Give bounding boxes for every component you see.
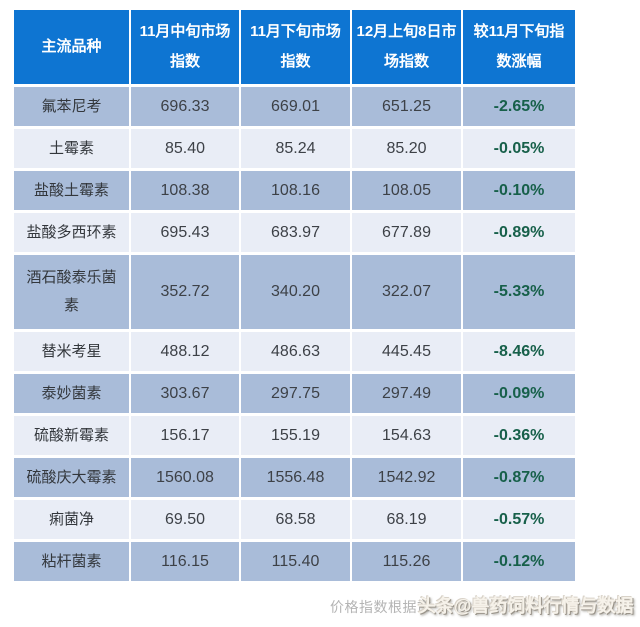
table-row: 硫酸新霉素 156.17 155.19 154.63 -0.36% xyxy=(14,416,575,455)
index-value-cell: 69.50 xyxy=(131,500,239,539)
table-row: 替米考星 488.12 486.63 445.45 -8.46% xyxy=(14,332,575,371)
table-row: 痢菌净 69.50 68.58 68.19 -0.57% xyxy=(14,500,575,539)
change-percent-cell: -0.10% xyxy=(463,171,575,210)
table-row: 硫酸庆大霉素 1560.08 1556.48 1542.92 -0.87% xyxy=(14,458,575,497)
table-header-row: 主流品种 11月中旬市场 指数 11月下旬市场 指数 12月上旬8日市 场指数 … xyxy=(14,10,575,84)
change-percent-cell: -0.87% xyxy=(463,458,575,497)
index-value-cell: 303.67 xyxy=(131,374,239,413)
toutiao-watermark: 头条@兽药饲料行情与数据 xyxy=(418,596,634,616)
table-row: 泰妙菌素 303.67 297.75 297.49 -0.09% xyxy=(14,374,575,413)
change-percent-cell: -0.89% xyxy=(463,213,575,252)
index-value-cell: 488.12 xyxy=(131,332,239,371)
product-name-cell: 粘杆菌素 xyxy=(14,542,129,581)
change-percent-cell: -0.09% xyxy=(463,374,575,413)
index-value-cell: 1556.48 xyxy=(241,458,350,497)
column-header-change: 较11月下旬指 数涨幅 xyxy=(463,10,575,84)
source-note: 价格指数根据市 xyxy=(330,599,432,615)
index-value-cell: 85.40 xyxy=(131,129,239,168)
change-percent-cell: -0.12% xyxy=(463,542,575,581)
index-value-cell: 68.19 xyxy=(352,500,461,539)
table-row: 氟苯尼考 696.33 669.01 651.25 -2.65% xyxy=(14,87,575,126)
index-value-cell: 352.72 xyxy=(131,255,239,329)
index-value-cell: 677.89 xyxy=(352,213,461,252)
product-name-cell: 酒石酸泰乐菌 素 xyxy=(14,255,129,329)
index-value-cell: 445.45 xyxy=(352,332,461,371)
product-name-cell: 硫酸新霉素 xyxy=(14,416,129,455)
product-name-cell: 替米考星 xyxy=(14,332,129,371)
index-value-cell: 115.26 xyxy=(352,542,461,581)
change-percent-cell: -0.36% xyxy=(463,416,575,455)
product-name-cell: 氟苯尼考 xyxy=(14,87,129,126)
table-row: 盐酸多西环素 695.43 683.97 677.89 -0.89% xyxy=(14,213,575,252)
change-percent-cell: -0.57% xyxy=(463,500,575,539)
index-value-cell: 340.20 xyxy=(241,255,350,329)
product-name-cell: 土霉素 xyxy=(14,129,129,168)
product-name-cell: 痢菌净 xyxy=(14,500,129,539)
index-value-cell: 108.16 xyxy=(241,171,350,210)
table-row: 盐酸土霉素 108.38 108.16 108.05 -0.10% xyxy=(14,171,575,210)
column-header-product: 主流品种 xyxy=(14,10,129,84)
index-value-cell: 322.07 xyxy=(352,255,461,329)
column-header-late-nov: 11月下旬市场 指数 xyxy=(241,10,350,84)
index-value-cell: 1560.08 xyxy=(131,458,239,497)
product-name-cell: 硫酸庆大霉素 xyxy=(14,458,129,497)
table-row: 酒石酸泰乐菌 素 352.72 340.20 322.07 -5.33% xyxy=(14,255,575,329)
index-value-cell: 1542.92 xyxy=(352,458,461,497)
index-value-cell: 116.15 xyxy=(131,542,239,581)
product-name-cell: 盐酸多西环素 xyxy=(14,213,129,252)
change-percent-cell: -8.46% xyxy=(463,332,575,371)
product-name-cell: 泰妙菌素 xyxy=(14,374,129,413)
index-value-cell: 297.49 xyxy=(352,374,461,413)
index-value-cell: 108.38 xyxy=(131,171,239,210)
index-value-cell: 154.63 xyxy=(352,416,461,455)
index-value-cell: 696.33 xyxy=(131,87,239,126)
index-value-cell: 695.43 xyxy=(131,213,239,252)
table-row: 粘杆菌素 116.15 115.40 115.26 -0.12% xyxy=(14,542,575,581)
index-value-cell: 85.24 xyxy=(241,129,350,168)
column-header-mid-nov: 11月中旬市场 指数 xyxy=(131,10,239,84)
index-value-cell: 155.19 xyxy=(241,416,350,455)
index-value-cell: 156.17 xyxy=(131,416,239,455)
table-row: 土霉素 85.40 85.24 85.20 -0.05% xyxy=(14,129,575,168)
change-percent-cell: -5.33% xyxy=(463,255,575,329)
product-name-cell: 盐酸土霉素 xyxy=(14,171,129,210)
index-value-cell: 683.97 xyxy=(241,213,350,252)
index-value-cell: 68.58 xyxy=(241,500,350,539)
index-value-cell: 85.20 xyxy=(352,129,461,168)
column-header-early-dec: 12月上旬8日市 场指数 xyxy=(352,10,461,84)
price-index-table: 主流品种 11月中旬市场 指数 11月下旬市场 指数 12月上旬8日市 场指数 … xyxy=(12,7,577,584)
index-value-cell: 651.25 xyxy=(352,87,461,126)
index-value-cell: 297.75 xyxy=(241,374,350,413)
index-value-cell: 115.40 xyxy=(241,542,350,581)
index-value-cell: 669.01 xyxy=(241,87,350,126)
index-value-cell: 486.63 xyxy=(241,332,350,371)
index-value-cell: 108.05 xyxy=(352,171,461,210)
change-percent-cell: -0.05% xyxy=(463,129,575,168)
change-percent-cell: -2.65% xyxy=(463,87,575,126)
